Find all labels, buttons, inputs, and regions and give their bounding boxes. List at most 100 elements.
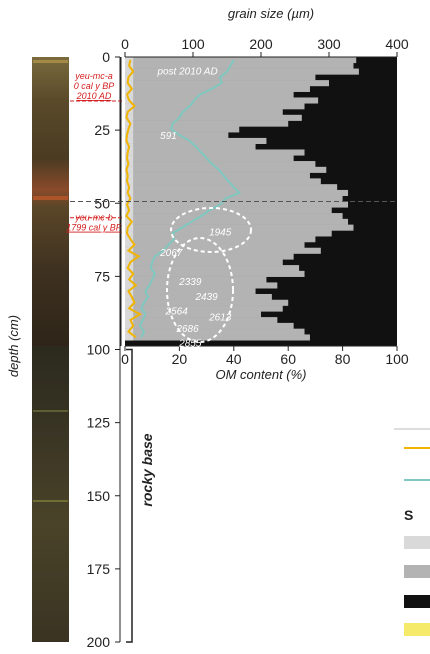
om-mid-bar [125,311,261,318]
core-note-text: yeu-mc-a [74,71,113,81]
legend-swatch-box [404,623,430,636]
om-light-bar [125,299,134,306]
top-tick-label: 0 [121,36,129,52]
legend-header: S [404,507,413,523]
om-mid-bar [125,288,256,295]
om-light-bar [125,155,134,162]
om-mid-bar [125,62,354,69]
bottom-tick-label: 20 [172,351,188,367]
om-mid-bar [125,328,305,335]
om-light-bar [125,149,134,156]
om-light-bar [125,178,134,185]
bottom-tick-label: 40 [226,351,242,367]
om-mid-bar [125,230,332,237]
age-label: post 2010 AD [156,67,217,78]
om-mid-bar [125,137,267,144]
om-light-bar [125,57,134,64]
bottom-axis-title: OM content (%) [215,367,306,382]
om-mid-bar [125,109,283,116]
om-mid-bar [125,282,278,289]
om-light-bar [125,213,134,220]
depth-tick-label: 200 [87,634,111,650]
om-light-bar [125,80,134,87]
depth-axis: 0 25 50 75 100 125 150 175 200 depth (cm) [6,49,121,650]
top-tick-label: 400 [385,36,409,52]
om-mid-bar [125,120,289,127]
om-light-bar [125,114,134,121]
om-mid-bar [125,213,343,220]
om-mid-bar [125,293,272,301]
om-light-bar [125,270,134,277]
top-tick-label: 300 [317,36,341,52]
om-mid-bar [125,236,316,243]
om-light-bar [125,317,134,324]
dashed-ellipse [166,237,234,343]
grain-size-line-2 [138,59,241,338]
core-note-text: 0 cal y BP [74,81,115,91]
om-light-bar [125,293,134,301]
om-light-bar [125,109,134,116]
om-mid-bar [125,126,240,133]
om-mid-bar [125,85,310,92]
om-light-bar [125,311,134,318]
top-tick-label: 200 [249,36,273,52]
om-light-bar [125,68,134,75]
om-mid-bar [125,103,305,110]
bottom-tick-label: 80 [335,351,351,367]
om-mid-bar [125,218,349,225]
om-mid-bar [125,184,338,191]
om-mid-bar [125,172,310,179]
depth-tick-label: 125 [87,415,111,431]
core-note-text: 2010 AD [76,91,112,101]
om-light-bar [125,166,134,173]
top-tick-label: 100 [181,36,205,52]
om-mid-bar [125,80,329,87]
depth-tick-label: 75 [94,268,110,284]
om-light-bar [125,334,134,341]
om-mid-bar [125,155,294,162]
om-mid-bar [125,143,256,150]
om-mid-bar [125,161,316,168]
om-mid-bar [125,149,305,156]
core-note-text: yeu-mc-b [74,213,113,223]
om-mid-bar [125,259,283,266]
om-mid-bar [125,97,319,104]
om-light-bar [125,137,134,144]
dashed-ellipse [170,207,252,253]
age-label: 2067 [159,248,183,259]
top-axis-title: grain size (µm) [228,6,314,21]
bottom-tick-label: 0 [121,351,129,367]
om-mid-bar [125,276,267,283]
om-mid-bar [125,195,343,202]
age-label: 2686 [175,324,199,335]
side-label: rocky base [139,433,155,506]
rocky-base-bracket [126,348,133,643]
depth-tick-label: 100 [87,342,111,358]
legend-swatch-box [404,565,430,578]
core-note-text: 1799 cal y BP [66,223,122,233]
axes: 0 100 200 300 400 grain size (µm) 0 20 40 60 80 100… [120,6,409,382]
om-light-bar [125,103,134,110]
om-mid-bar [125,201,349,208]
om-mid-bar [125,68,359,75]
om-light-bar [125,195,134,202]
om-mid-bar [125,178,321,185]
om-mid-bar [125,265,300,272]
age-label: 1945 [209,228,232,239]
om-light-bar [125,91,134,98]
om-light-bar [125,230,134,237]
om-mid-bar [125,299,289,306]
plot-area [70,57,397,346]
om-light-bar [125,189,134,197]
om-light-bar [125,172,134,179]
bottom-tick-label: 100 [385,351,409,367]
om-mid-bar [125,207,332,214]
depth-tick-label: 150 [87,488,111,504]
depth-axis-title: depth (cm) [6,315,21,377]
core-photo [32,57,69,642]
om-mid-bar [125,91,294,98]
om-mid-bar [125,317,278,324]
legend-swatch-box [404,595,430,608]
